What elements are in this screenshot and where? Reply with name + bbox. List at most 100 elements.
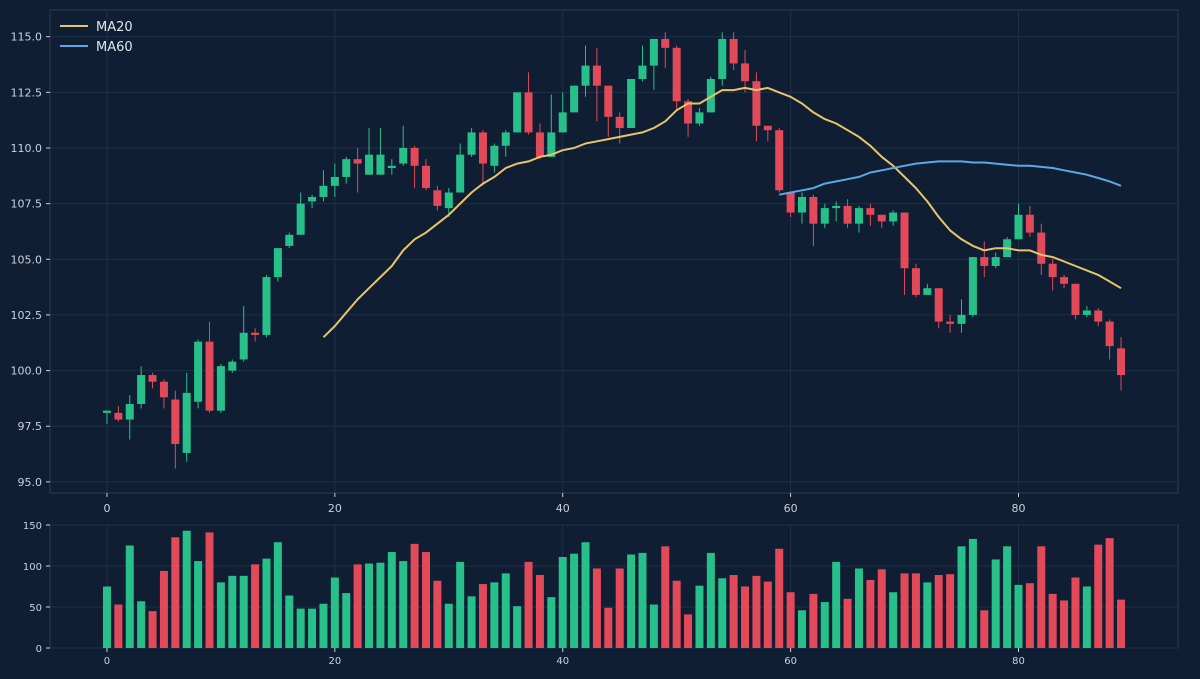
candle-body [968, 257, 977, 315]
volume-bar [1060, 600, 1069, 648]
volume-bar [889, 592, 898, 648]
candle-body [604, 85, 613, 117]
candle-body [854, 208, 863, 224]
volume-bar [592, 568, 601, 648]
price-panel-frame [49, 9, 1179, 494]
volume-bar [467, 596, 476, 648]
volume-bar [433, 580, 442, 648]
candle-body [775, 130, 784, 191]
volume-bar [900, 573, 909, 648]
candle-body [615, 116, 624, 128]
candle-body [946, 321, 955, 324]
volume-tick-label: 50 [29, 603, 42, 614]
candle-body [478, 132, 487, 164]
candle-body [843, 205, 852, 224]
volume-tick-label: 100 [23, 562, 42, 573]
volume-bar [581, 542, 590, 648]
price-tick-label: 100.0 [11, 365, 43, 378]
volume-bar [387, 552, 396, 648]
candle-body [991, 257, 1000, 266]
volume-bar [684, 614, 693, 648]
volume-bar [820, 602, 829, 648]
volume-bar [251, 564, 260, 648]
volume-bar [547, 597, 556, 648]
candle-body [319, 185, 328, 197]
volume-bar [399, 561, 408, 648]
volume-bar [456, 561, 465, 648]
x-tick-label-volume: 80 [1012, 656, 1025, 667]
price-axis: 95.0 97.5 100.0 102.5 105.0 107.5 110.0 112.5 11… [11, 31, 50, 489]
volume-bar [102, 586, 111, 648]
volume-bar [615, 568, 624, 648]
volume-bar [672, 580, 681, 648]
volume-bar [285, 595, 294, 648]
x-tick-label-price: 40 [556, 502, 570, 515]
x-tick-label-price: 80 [1011, 502, 1025, 515]
volume-bar [843, 598, 852, 648]
volume-bar [1048, 593, 1057, 648]
candle-body [718, 38, 727, 79]
volume-bar [422, 552, 430, 648]
volume-tick-label: 150 [23, 521, 42, 532]
legend-label-ma20: MA20 [96, 20, 133, 35]
candle-body [627, 79, 636, 128]
x-tick-label-volume: 40 [556, 656, 569, 667]
price-tick-label: 112.5 [11, 86, 43, 99]
candle-body [911, 268, 920, 295]
candle-body [433, 190, 442, 206]
volume-bar [182, 530, 191, 648]
candle-body [741, 63, 750, 82]
volume-bar [866, 579, 875, 648]
volume-bar [729, 575, 738, 648]
candle-body [752, 81, 761, 126]
candle-body [820, 208, 829, 224]
volume-bar [228, 575, 237, 648]
candle-body [273, 248, 282, 278]
volume-bar [1105, 538, 1114, 648]
volume-bar [786, 592, 795, 648]
candle-body [228, 361, 237, 371]
volume-bar [308, 608, 317, 648]
volume-axis: 0 50 100 150 [23, 521, 50, 655]
x-tick-label-volume: 60 [784, 656, 797, 667]
price-tick-label: 110.0 [11, 142, 43, 155]
candle-body [422, 165, 430, 189]
x-tick-label-volume: 0 [104, 656, 110, 667]
x-tick-label-price: 0 [103, 502, 110, 515]
volume-bar [365, 563, 374, 648]
price-tick-label: 102.5 [11, 309, 43, 322]
volume-bar [194, 561, 203, 648]
volume-bar [604, 607, 613, 648]
candle-body [866, 208, 875, 215]
volume-bar [501, 573, 510, 648]
volume-bar [854, 568, 863, 648]
candle-body [194, 341, 203, 402]
volume-bar [376, 562, 385, 648]
price-tick-label: 95.0 [18, 476, 43, 489]
candle-body [262, 277, 271, 335]
volume-bar [649, 604, 658, 648]
volume-bar [410, 543, 419, 648]
candle-body [592, 65, 601, 86]
volume-bar [490, 582, 499, 648]
candle-body [148, 375, 157, 382]
candle-body [114, 412, 123, 420]
price-grid [49, 9, 1179, 494]
volume-bar [353, 564, 362, 648]
volume-bar [296, 608, 305, 648]
candle-body [535, 132, 544, 157]
candle-body [1094, 310, 1103, 322]
ma60-line [779, 160, 1122, 196]
volume-bar [877, 569, 886, 648]
volume-bar [809, 593, 818, 648]
volume-bar [798, 610, 806, 648]
candle-body [353, 159, 362, 164]
candle-body [102, 410, 111, 413]
price-tick-label: 105.0 [11, 253, 43, 266]
candle-body [798, 196, 806, 213]
volume-bar [1025, 583, 1034, 648]
candle-body [581, 65, 590, 86]
volume-bar [114, 604, 123, 648]
x-tick-label-price: 20 [328, 502, 342, 515]
volume-bar [239, 575, 248, 648]
